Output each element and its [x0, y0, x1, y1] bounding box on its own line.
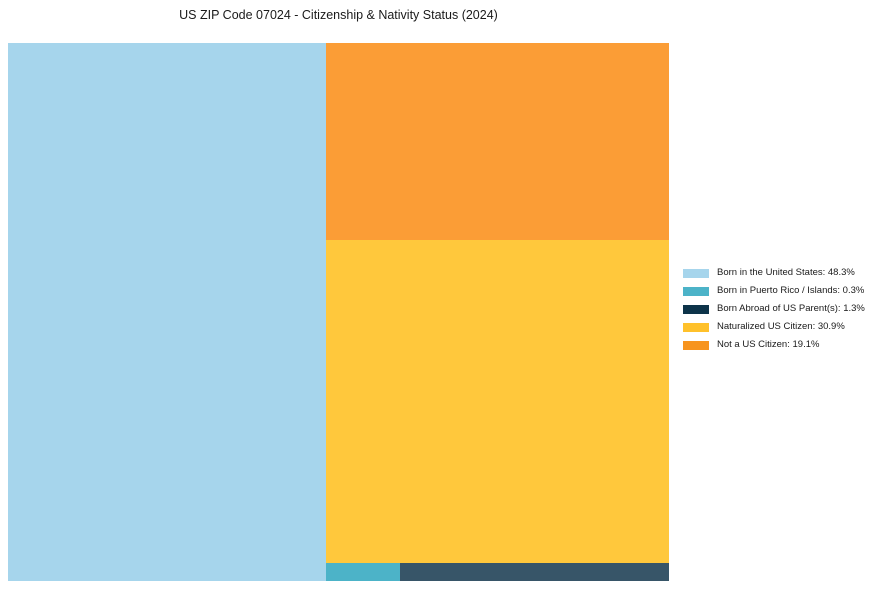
legend-item-label: Not a US Citizen: 19.1% — [717, 339, 820, 350]
treemap-tile[interactable] — [326, 43, 669, 240]
treemap-tile[interactable] — [326, 563, 401, 581]
chart-title: US ZIP Code 07024 - Citizenship & Nativi… — [179, 8, 498, 22]
legend-item[interactable]: Born in the United States: 48.3% — [683, 264, 883, 282]
legend-swatch-icon — [683, 322, 709, 332]
legend-item-label: Born Abroad of US Parent(s): 1.3% — [717, 303, 865, 314]
legend-item[interactable]: Born in Puerto Rico / Islands: 0.3% — [683, 282, 883, 300]
legend-item-label: Born in the United States: 48.3% — [717, 267, 855, 278]
legend-swatch-icon — [683, 304, 709, 314]
legend-item[interactable]: Naturalized US Citizen: 30.9% — [683, 318, 883, 336]
treemap-plot-area — [8, 43, 669, 581]
treemap-tile[interactable] — [8, 43, 326, 581]
treemap-tile[interactable] — [326, 240, 669, 563]
legend-item-label: Born in Puerto Rico / Islands: 0.3% — [717, 285, 865, 296]
legend-item[interactable]: Not a US Citizen: 19.1% — [683, 336, 883, 354]
legend-swatch-icon — [683, 286, 709, 296]
legend-swatch-icon — [683, 268, 709, 278]
treemap-tile[interactable] — [400, 563, 669, 581]
legend-swatch-icon — [683, 340, 709, 350]
legend-item-label: Naturalized US Citizen: 30.9% — [717, 321, 845, 332]
legend-item[interactable]: Born Abroad of US Parent(s): 1.3% — [683, 300, 883, 318]
chart-legend: Born in the United States: 48.3% Born in … — [683, 264, 883, 354]
